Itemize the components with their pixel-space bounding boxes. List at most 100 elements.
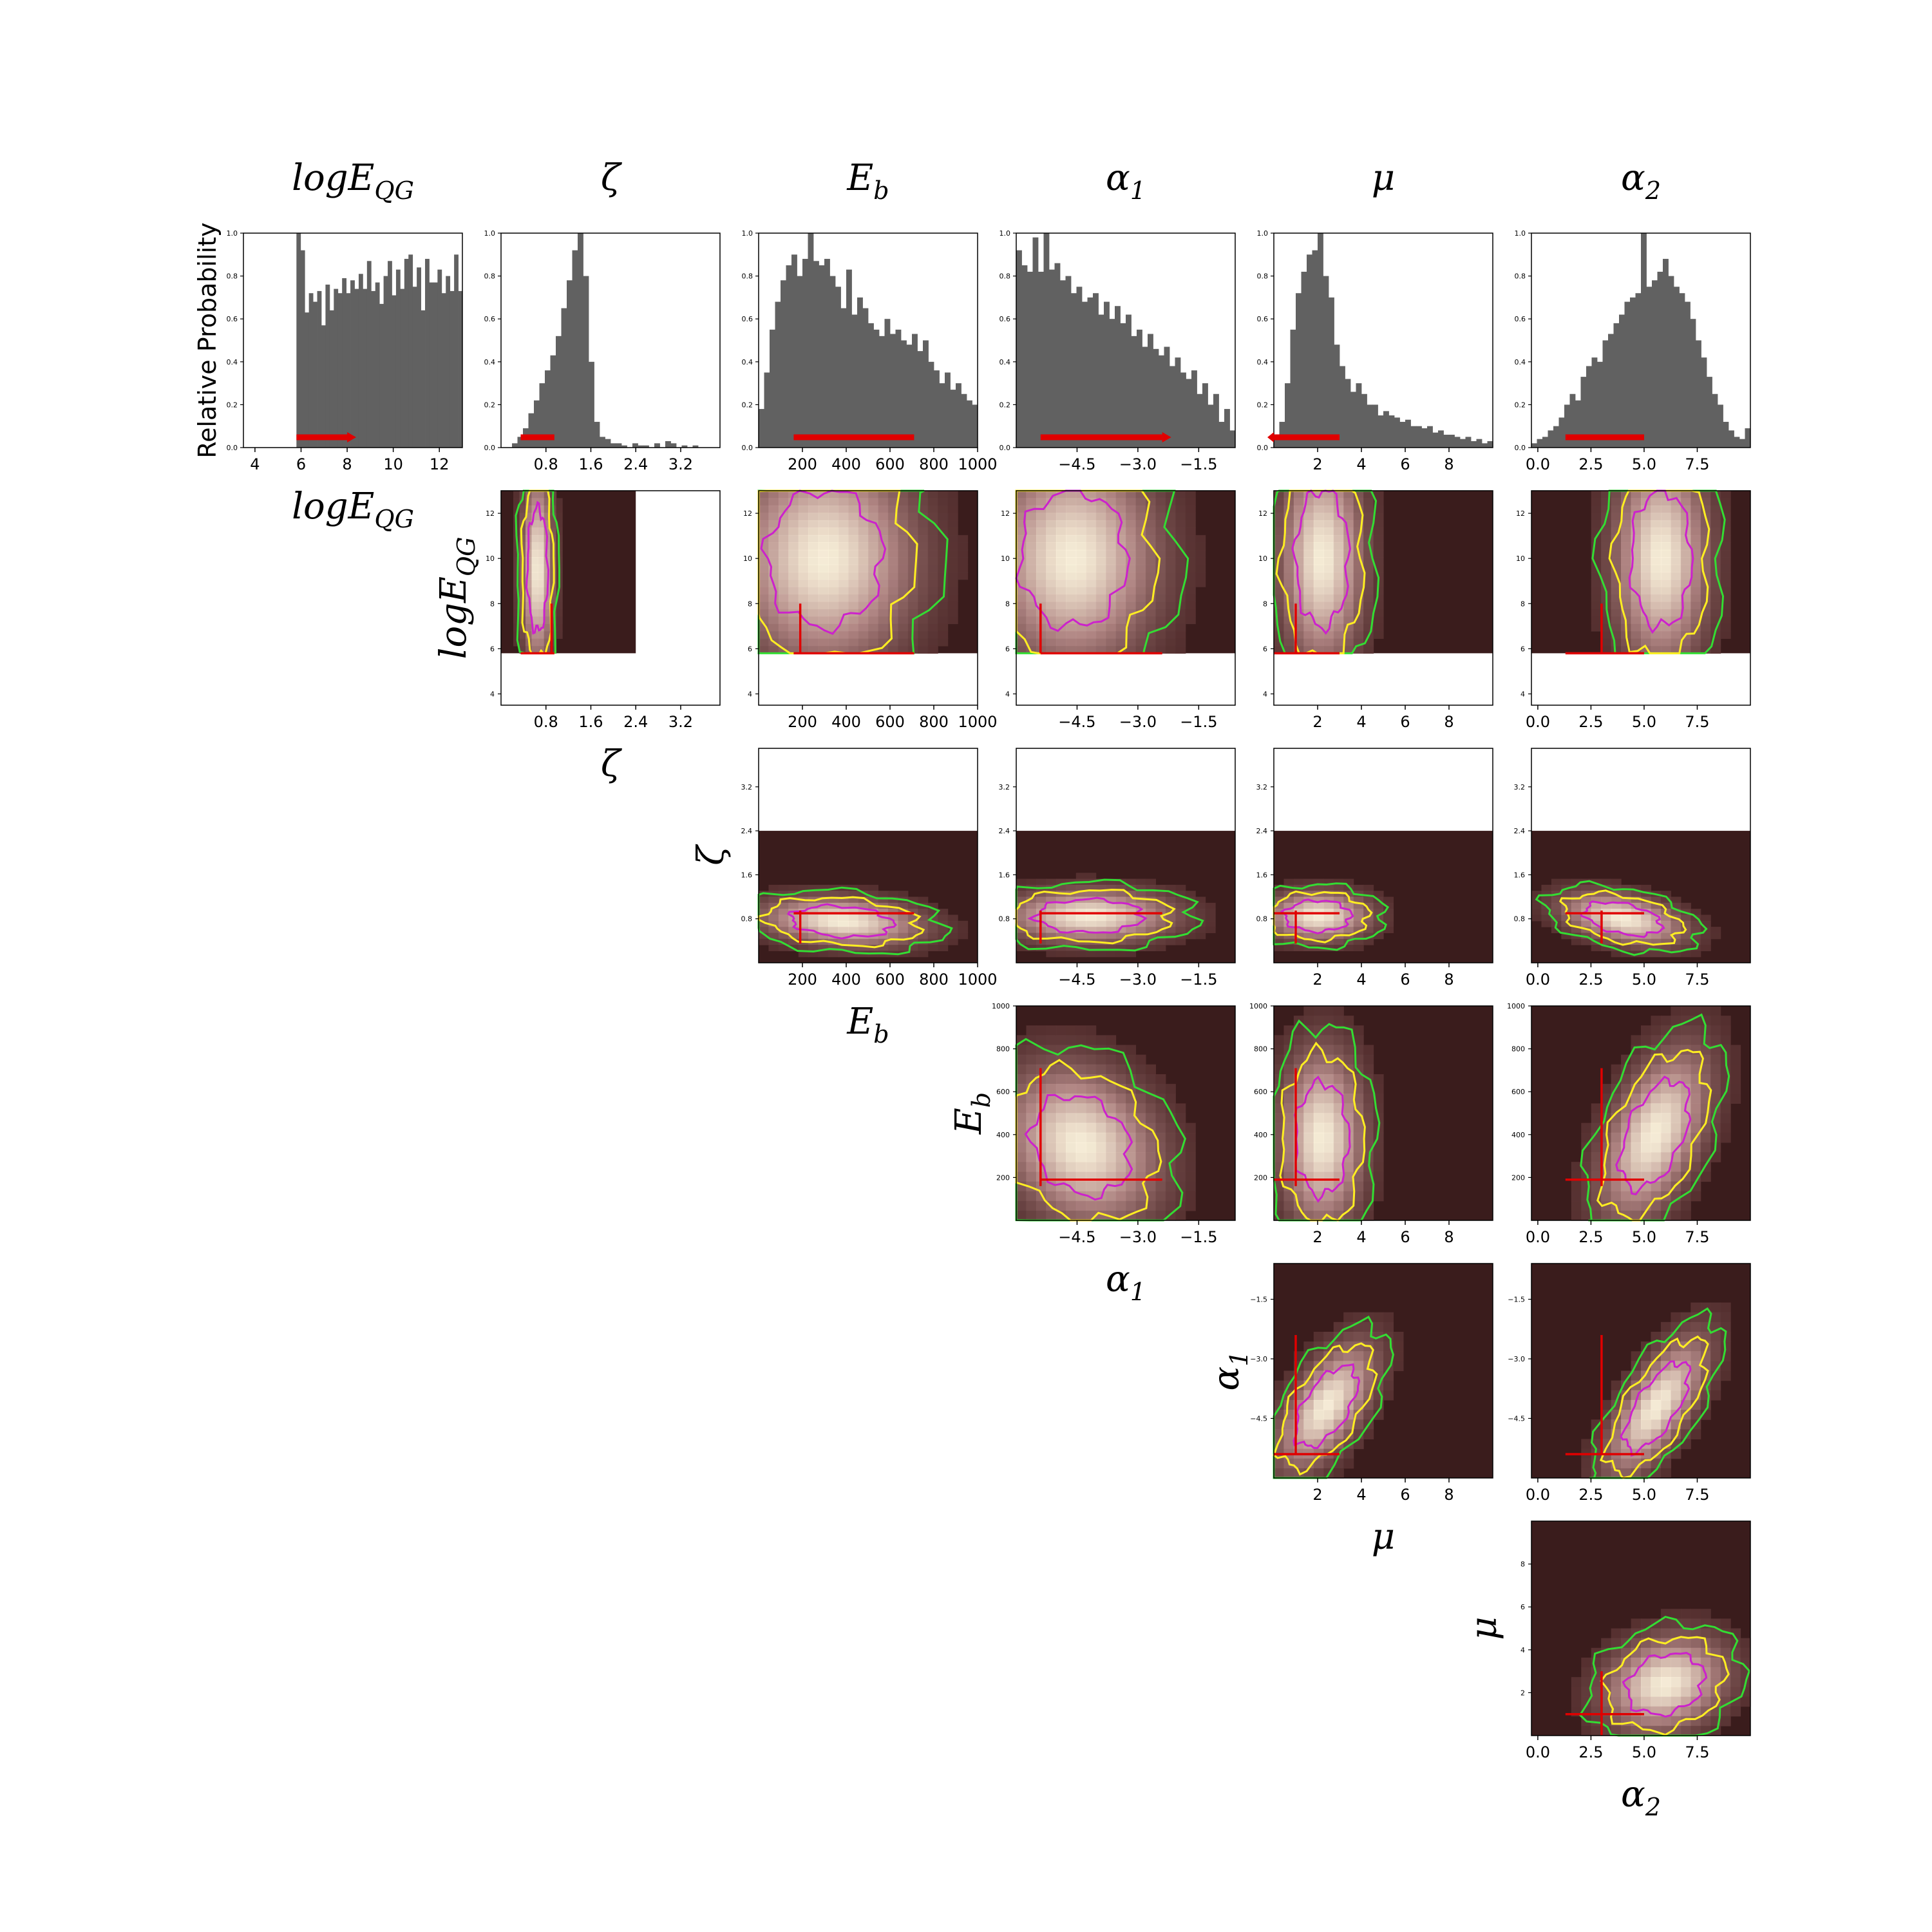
axis-label-main: logE (292, 486, 374, 527)
density-cell (838, 513, 849, 521)
histogram-bar (1690, 319, 1696, 448)
density-cell (1106, 520, 1117, 528)
column-title-zeta: ζ (601, 157, 623, 199)
density-cell (1115, 927, 1126, 934)
density-cell (1720, 1016, 1731, 1026)
x-tick-label: 2.5 (1578, 971, 1603, 989)
density-cell (1066, 920, 1077, 927)
density-cell (1086, 557, 1097, 565)
density-cell (848, 623, 859, 632)
density-cell (1690, 1696, 1701, 1707)
density-cell (778, 601, 789, 610)
density-cell (1333, 498, 1344, 506)
density-cell (1095, 587, 1106, 595)
density-cell (1086, 594, 1097, 602)
density-cell (1056, 535, 1066, 543)
histogram-bar (1657, 271, 1663, 448)
density-cell (1611, 1657, 1622, 1668)
density-cell (1680, 498, 1691, 506)
density-cell (1641, 927, 1652, 934)
density-cell (1601, 1429, 1612, 1440)
density-cell (1274, 527, 1285, 536)
density-cell (1383, 902, 1394, 909)
density-cell (1135, 878, 1146, 886)
density-cell (1155, 513, 1166, 521)
density-cell (1631, 630, 1642, 639)
density-cell (1353, 587, 1364, 595)
density-cell (1135, 505, 1146, 514)
density-cell (1720, 1035, 1731, 1046)
panel-frame (1016, 490, 1236, 706)
histogram-alpha1: 0.00.20.40.60.81.0−4.5 −3.0 −1.5 (999, 229, 1236, 473)
y-tick-label: 600 (996, 1088, 1010, 1096)
pair-panel-alpha2-alpha1: 0.0 2.5 5.0 7.5−4.5−3.0−1.5 (1508, 1263, 1751, 1504)
density-cell (544, 498, 551, 506)
x-tick-label: 4 (250, 455, 260, 473)
density-cell (958, 535, 969, 543)
density-cell (550, 638, 557, 647)
density-cell (1611, 491, 1622, 499)
density-cell (1274, 891, 1285, 898)
density-cell (858, 884, 869, 891)
density-cell (918, 623, 929, 632)
density-cell (1046, 920, 1057, 927)
density-cell (1145, 938, 1156, 945)
density-cell (1671, 1094, 1681, 1104)
histogram-bar (392, 295, 397, 448)
density-cell (1323, 587, 1334, 595)
density-cell (1631, 945, 1642, 951)
density-cell (1145, 945, 1156, 951)
density-cell (1333, 1429, 1344, 1440)
density-cell (1720, 1132, 1731, 1143)
histogram-bar (1027, 271, 1033, 448)
density-cell (868, 616, 879, 625)
density-cell (1631, 1181, 1642, 1192)
density-cell (1283, 1419, 1294, 1430)
density-cell (1293, 572, 1304, 580)
density-cell (918, 572, 929, 580)
histogram-bar (950, 390, 956, 448)
y-tick-label: 0.0 (227, 444, 238, 452)
density-cell (1343, 645, 1354, 654)
density-cell (1373, 1142, 1384, 1153)
density-cell (1333, 1103, 1344, 1114)
density-cell (1185, 527, 1196, 536)
histogram-bar (1065, 276, 1072, 448)
density-cell (778, 945, 789, 951)
density-cell (878, 920, 889, 927)
density-cell (1106, 491, 1117, 499)
density-cell (1106, 513, 1117, 521)
density-cell (513, 572, 520, 580)
density-cell (1641, 1162, 1652, 1172)
density-cell (1680, 920, 1691, 927)
density-cell (1056, 884, 1066, 891)
density-cell (838, 638, 849, 647)
density-cell (808, 579, 819, 587)
density-cell (1106, 572, 1117, 580)
density-cell (759, 896, 770, 904)
density-cell (887, 616, 898, 625)
x-tick-label: 800 (919, 971, 949, 989)
histogram-bar (1126, 314, 1132, 448)
density-cell (838, 938, 849, 945)
density-cell (1175, 909, 1186, 916)
density-cell (1046, 587, 1057, 595)
density-cell (1115, 630, 1126, 639)
density-cell (1145, 616, 1156, 625)
density-cell (1155, 1113, 1166, 1124)
density-cell (1621, 1628, 1632, 1639)
density-cell (858, 587, 869, 595)
histogram-bar (539, 383, 545, 448)
density-cell (1175, 616, 1186, 625)
density-cell (1710, 535, 1721, 543)
density-cell (1323, 1122, 1334, 1133)
histogram-bar (1443, 435, 1450, 448)
density-cell (1323, 938, 1334, 945)
density-cell (1016, 1122, 1027, 1133)
density-cell (898, 630, 909, 639)
x-tick-label: 4 (1356, 971, 1366, 989)
density-cell (1660, 594, 1671, 602)
density-cell (1026, 557, 1037, 565)
density-cell (1066, 884, 1077, 891)
y-tick-label: 10 (486, 554, 495, 563)
